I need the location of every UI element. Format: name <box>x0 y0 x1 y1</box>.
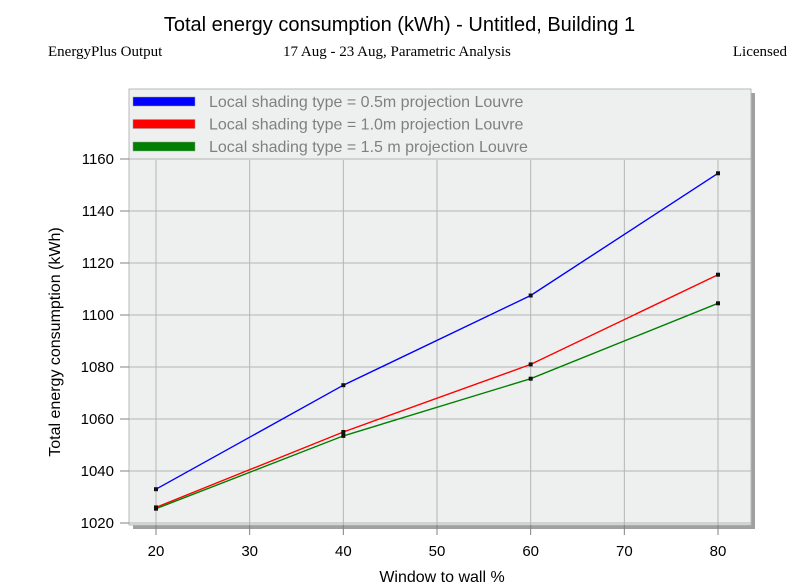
y-tick-label: 1040 <box>81 463 114 480</box>
y-tick-label: 1140 <box>82 203 114 220</box>
data-point <box>341 383 346 388</box>
legend-swatch <box>132 119 196 129</box>
data-point <box>528 293 533 298</box>
y-tick-label: 1160 <box>82 151 114 168</box>
y-tick-label: 1020 <box>81 515 114 532</box>
series-line-1 <box>155 274 719 509</box>
data-point <box>341 433 346 438</box>
x-tick-label: 70 <box>616 543 633 560</box>
data-point <box>716 272 720 277</box>
x-tick-label: 30 <box>241 543 258 560</box>
x-tick-label: 20 <box>148 543 165 560</box>
legend-swatch <box>132 141 196 152</box>
period-label: 17 Aug - 23 Aug, Parametric Analysis <box>283 44 511 60</box>
y-tick-label: 1100 <box>82 307 114 324</box>
legend-label: Local shading type = 0.5m projection Lou… <box>209 94 524 111</box>
axis-ticks: 1020 1040 1060 1080 1100 1120 1140 1160 20 30 40 50… <box>81 151 727 560</box>
data-point <box>716 301 720 306</box>
legend-swatch <box>132 96 196 107</box>
y-tick-label: 1120 <box>82 255 114 272</box>
chart-title: Total energy consumption (kWh) - Untitle… <box>163 14 636 36</box>
legend-label: Local shading type = 1.0m projection Lou… <box>209 117 524 134</box>
data-point <box>154 506 158 511</box>
y-axis-title: Total energy consumption (kWh) <box>47 227 64 456</box>
data-point <box>716 171 720 176</box>
license-label: Licensed <box>732 44 787 60</box>
series-group <box>154 171 720 511</box>
data-point <box>528 376 533 381</box>
grid-lines <box>129 158 751 525</box>
x-tick-label: 80 <box>710 543 727 560</box>
x-tick-label: 60 <box>522 543 539 560</box>
data-point <box>528 362 533 367</box>
legend-label: Local shading type = 1.5 m projection Lo… <box>209 139 528 156</box>
legend: Local shading type = 0.5m projection Lou… <box>132 94 528 156</box>
y-tick-label: 1080 <box>81 359 114 376</box>
source-label: EnergyPlus Output <box>48 44 163 60</box>
x-tick-label: 50 <box>429 543 446 560</box>
data-point <box>341 430 346 434</box>
data-point <box>154 487 158 492</box>
x-axis-title: Window to wall % <box>379 569 504 586</box>
series-line-0 <box>155 172 719 490</box>
plot-area <box>128 88 752 526</box>
x-tick-label: 40 <box>335 543 352 560</box>
y-tick-label: 1060 <box>81 411 114 428</box>
series-line-2 <box>155 302 719 510</box>
